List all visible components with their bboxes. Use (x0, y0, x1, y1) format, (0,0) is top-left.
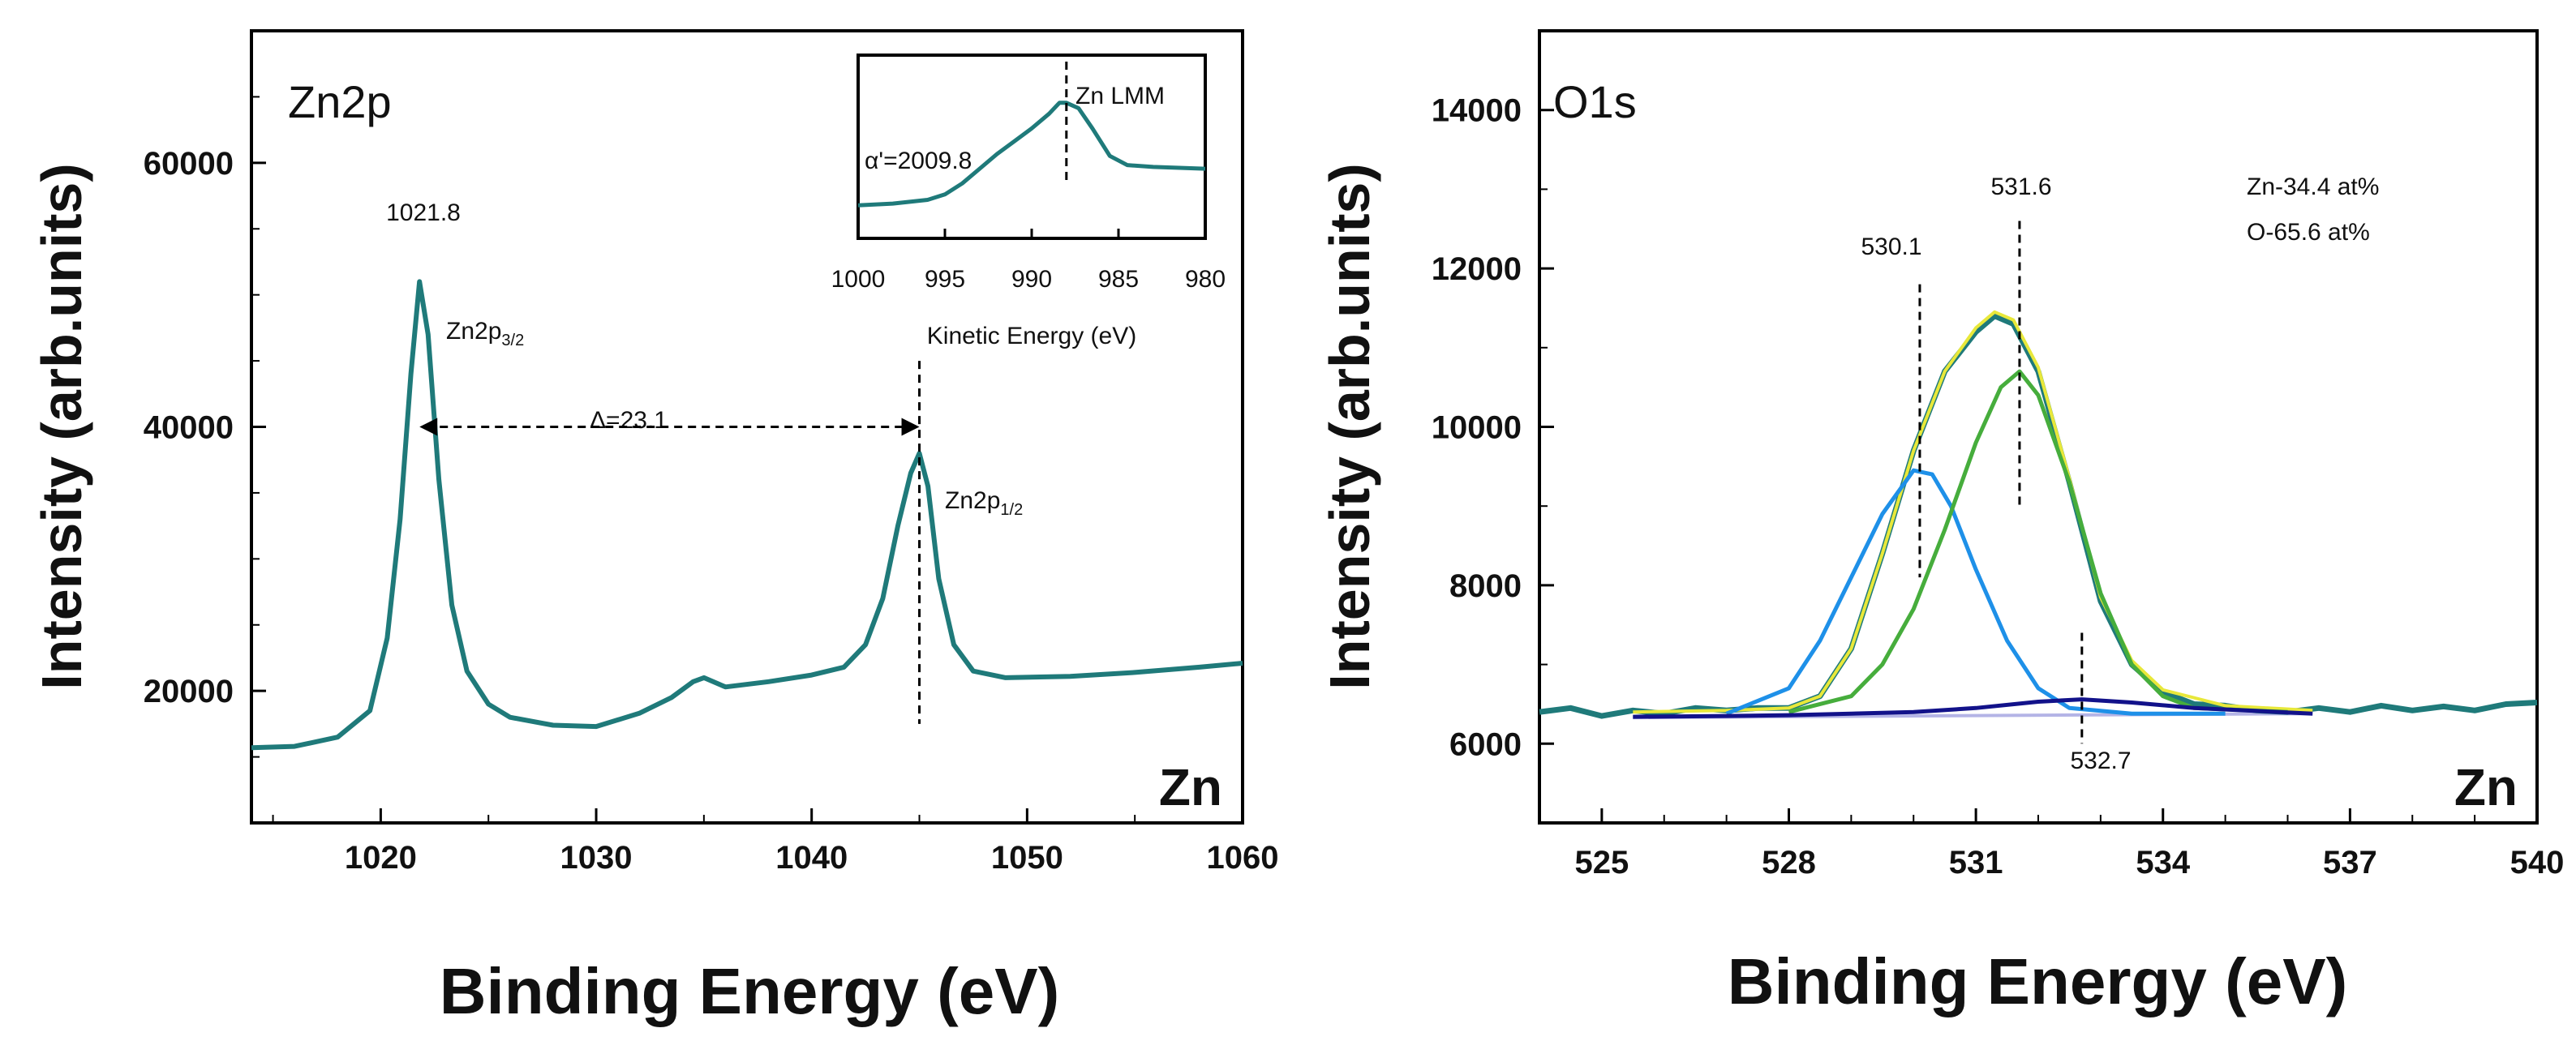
o1s-y-tick-label: 10000 (1432, 410, 1522, 446)
o1s-element-label: Zn (2454, 758, 2518, 816)
inset-x-tick-label: 990 (1011, 266, 1052, 293)
zn2p-delta-label: Δ=23.1 (590, 407, 668, 434)
zn2p-inset-frame (857, 54, 1207, 240)
zn2p-spectrum-line (251, 279, 1243, 751)
o1s-composition-zn: Zn-34.4 at% (2247, 174, 2379, 200)
o1s-y-axis-title: Intensity (arb.units) (1318, 163, 1381, 689)
o1s-series-o-lattice-530-1 (1725, 468, 2226, 716)
o1s-x-tick-label: 528 (1762, 845, 1816, 880)
o1s-y-tick-label: 6000 (1449, 726, 1522, 762)
inset-x-tick-label: 985 (1098, 266, 1139, 293)
o1s-x-tick-label: 540 (2510, 845, 2565, 880)
zn2p-panel: 1020 1030 1040 1050 1060 20000 40000 60000 Zn2p… (30, 29, 1279, 1027)
zn2p-inset: 1000 995 990 985 980 Kinetic Energy (eV) Zn … (831, 54, 1226, 349)
inset-spectrum-line (857, 101, 1206, 208)
o1s-y-tick-label: 12000 (1432, 251, 1522, 287)
zn2p-y-tick-label: 20000 (144, 674, 234, 709)
o1s-series-o-component-532-7 (1633, 697, 2313, 719)
o1s-peak-530-label: 530.1 (1861, 233, 1921, 260)
zn2p-delta-arrowhead-right (901, 418, 920, 436)
o1s-x-tick-label: 531 (1949, 845, 2003, 880)
zn2p-x-tick-label: 1040 (775, 840, 848, 876)
zn2p-peak1-label: Zn2p3/2 (446, 318, 524, 349)
zn2p-y-axis-title: Intensity (arb.units) (30, 163, 93, 689)
inset-x-tick-label: 995 (925, 266, 965, 293)
o1s-annotation-lines (1918, 221, 2084, 744)
o1s-x-axis-title: Binding Energy (eV) (1728, 945, 2348, 1017)
o1s-x-tick-label: 525 (1575, 845, 1629, 880)
zn2p-inset-marker-label: Zn LMM (1075, 83, 1165, 109)
o1s-composition-o: O-65.6 at% (2247, 219, 2370, 246)
zn2p-peak2-label: Zn2p1/2 (945, 487, 1023, 519)
o1s-plot-area (1539, 310, 2538, 720)
zn2p-peak1-label-main: Zn2p (446, 318, 501, 345)
zn2p-panel-title: Zn2p (288, 76, 392, 127)
zn2p-peak1-value: 1021.8 (386, 199, 461, 226)
o1s-series-envelope-fit (1633, 310, 2313, 714)
o1s-x-tick-label: 534 (2136, 845, 2190, 880)
o1s-peak-532-label: 532.7 (2070, 748, 2131, 774)
zn2p-x-tick-label: 1050 (991, 840, 1063, 876)
zn2p-element-label: Zn (1159, 758, 1222, 816)
o1s-series-o-component-531-6 (1788, 369, 2288, 714)
zn2p-peak1-label-sub: 3/2 (501, 332, 524, 349)
zn2p-delta-arrowhead-left (419, 418, 438, 436)
zn2p-y-tick-label: 40000 (144, 410, 234, 446)
zn2p-x-tick-label: 1020 (345, 840, 417, 876)
zn2p-x-axis-title: Binding Energy (eV) (440, 955, 1060, 1027)
zn2p-plot-area (251, 279, 1243, 751)
zn2p-inset-ticks: 1000 995 990 985 980 (831, 229, 1226, 293)
zn2p-inset-alpha-label: α'=2009.8 (865, 148, 972, 174)
zn2p-ticks: 1020 1030 1040 1050 1060 20000 40000 60000 (144, 30, 1279, 876)
zn2p-x-tick-label: 1060 (1207, 840, 1279, 876)
inset-x-tick-label: 980 (1185, 266, 1226, 293)
zn2p-inset-plot-area (857, 62, 1206, 208)
o1s-ticks: 525 528 531 534 537 540 6000 8000 10000 12000 1400… (1432, 30, 2565, 880)
o1s-y-tick-label: 8000 (1449, 568, 1522, 604)
o1s-panel-title: O1s (1553, 76, 1637, 127)
o1s-peak-531-label: 531.6 (1990, 174, 2051, 200)
zn2p-peak2-label-sub: 1/2 (1000, 501, 1023, 519)
o1s-y-tick-label: 14000 (1432, 93, 1522, 129)
zn2p-peak2-label-main: Zn2p (945, 487, 1000, 514)
o1s-series-measured (1539, 313, 2538, 719)
inset-x-tick-label: 1000 (831, 266, 886, 293)
o1s-panel: 525 528 531 534 537 540 6000 8000 10000 12000 1400… (1318, 29, 2565, 1017)
zn2p-x-tick-label: 1030 (560, 840, 633, 876)
zn2p-inset-x-axis-title: Kinetic Energy (eV) (927, 323, 1136, 349)
o1s-x-tick-label: 537 (2323, 845, 2377, 880)
zn2p-y-tick-label: 60000 (144, 146, 234, 182)
zn2p-annotation-lines (419, 361, 921, 724)
